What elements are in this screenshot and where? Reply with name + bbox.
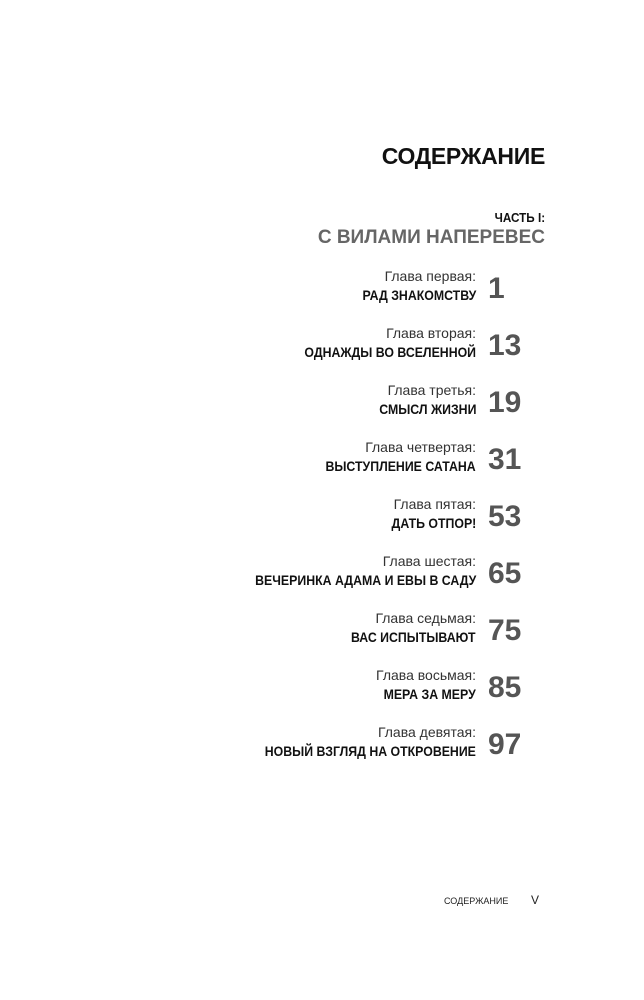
chapter-entry: Глава четвертая: ВЫСТУПЛЕНИЕ САТАНА 31 <box>0 439 644 496</box>
chapter-page: 1 <box>488 272 505 305</box>
chapter-entry: Глава шестая: ВЕЧЕРИНКА АДАМА И ЕВЫ В СА… <box>0 553 644 610</box>
chapter-entry: Глава пятая: ДАТЬ ОТПОР! 53 <box>0 496 644 553</box>
chapter-label: Глава пятая: <box>393 496 476 512</box>
chapter-page: 75 <box>488 614 522 647</box>
chapter-page: 19 <box>488 386 522 419</box>
chapter-page: 85 <box>488 671 522 704</box>
chapter-page: 97 <box>488 728 522 761</box>
chapter-label: Глава третья: <box>387 382 476 398</box>
chapter-label: Глава вторая: <box>386 325 476 341</box>
running-footer: СОДЕРЖАНИЕ <box>444 896 509 906</box>
part-title: С ВИЛАМИ НАПЕРЕВЕС <box>317 227 545 248</box>
chapter-title: ВАС ИСПЫТЫВАЮТ <box>351 629 476 645</box>
page-title: СОДЕРЖАНИЕ <box>381 143 546 169</box>
chapter-label: Глава восьмая: <box>376 667 476 683</box>
chapter-page: 13 <box>488 329 522 362</box>
chapter-title: ДАТЬ ОТПОР! <box>391 515 476 531</box>
chapter-entry: Глава вторая: ОДНАЖДЫ ВО ВСЕЛЕННОЙ 13 <box>0 325 644 382</box>
chapter-title: ВЫСТУПЛЕНИЕ САТАНА <box>325 458 476 474</box>
chapter-page: 53 <box>488 500 522 533</box>
part-label: ЧАСТЬ I: <box>494 210 545 225</box>
chapter-label: Глава седьмая: <box>375 610 476 626</box>
chapter-title: МЕРА ЗА МЕРУ <box>383 686 476 702</box>
chapter-label: Глава шестая: <box>382 553 476 569</box>
chapter-entry: Глава третья: СМЫСЛ ЖИЗНИ 19 <box>0 382 644 439</box>
chapter-title: СМЫСЛ ЖИЗНИ <box>378 401 476 417</box>
chapter-title: НОВЫЙ ВЗГЛЯД НА ОТКРОВЕНИЕ <box>264 743 476 759</box>
chapter-entry: Глава седьмая: ВАС ИСПЫТЫВАЮТ 75 <box>0 610 644 667</box>
chapter-label: Глава первая: <box>384 268 476 284</box>
chapter-entry: Глава первая: РАД ЗНАКОМСТВУ 1 <box>0 268 644 325</box>
chapter-label: Глава девятая: <box>377 724 476 740</box>
chapter-entry: Глава девятая: НОВЫЙ ВЗГЛЯД НА ОТКРОВЕНИ… <box>0 724 644 781</box>
chapter-entry: Глава восьмая: МЕРА ЗА МЕРУ 85 <box>0 667 644 724</box>
chapter-list: Глава первая: РАД ЗНАКОМСТВУ 1 Глава втор… <box>0 268 644 781</box>
chapter-title: ОДНАЖДЫ ВО ВСЕЛЕННОЙ <box>304 344 476 360</box>
chapter-title: РАД ЗНАКОМСТВУ <box>362 287 476 303</box>
page-number: V <box>531 893 540 907</box>
chapter-label: Глава четвертая: <box>365 439 476 455</box>
chapter-title: ВЕЧЕРИНКА АДАМА И ЕВЫ В САДУ <box>254 572 476 588</box>
chapter-page: 65 <box>488 557 522 590</box>
chapter-page: 31 <box>488 443 522 476</box>
